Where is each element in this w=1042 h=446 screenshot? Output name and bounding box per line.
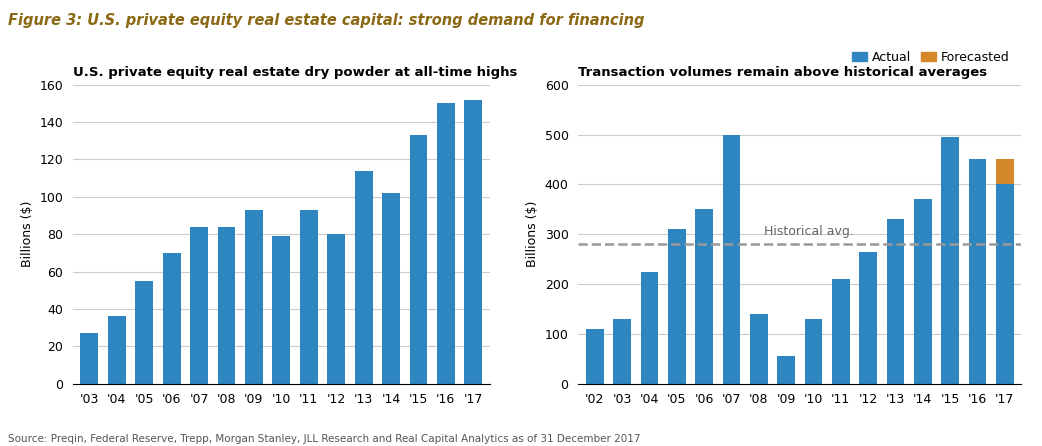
Text: Transaction volumes remain above historical averages: Transaction volumes remain above histori… [578,66,988,79]
Bar [887,219,904,384]
Bar [914,199,932,384]
Bar [80,333,98,384]
Bar [245,210,263,384]
Text: U.S. private equity real estate dry powder at all-time highs: U.S. private equity real estate dry powd… [73,66,517,79]
Legend: Actual, Forecasted: Actual, Forecasted [847,46,1015,69]
Bar [860,252,877,384]
Bar [465,99,482,384]
Bar [108,316,126,384]
Text: Source: Preqin, Federal Reserve, Trepp, Morgan Stanley, JLL Research and Real Ca: Source: Preqin, Federal Reserve, Trepp, … [8,434,641,444]
Bar [695,209,713,384]
Bar [777,356,795,384]
Bar [410,135,427,384]
Bar [668,229,686,384]
Bar [327,234,345,384]
Bar [300,210,318,384]
Bar [163,253,180,384]
Bar [272,236,291,384]
Bar [996,159,1014,184]
Y-axis label: Billions ($): Billions ($) [21,201,33,267]
Bar [750,314,768,384]
Bar [941,137,959,384]
Y-axis label: Billions ($): Billions ($) [526,201,539,267]
Bar [437,103,454,384]
Bar [382,193,400,384]
Bar [832,279,849,384]
Bar [190,227,208,384]
Bar [722,135,740,384]
Bar [218,227,235,384]
Bar [135,281,153,384]
Bar [641,272,659,384]
Text: Historical avg.: Historical avg. [764,225,854,238]
Bar [804,319,822,384]
Bar [613,319,631,384]
Bar [586,329,603,384]
Text: Figure 3: U.S. private equity real estate capital: strong demand for financing: Figure 3: U.S. private equity real estat… [8,13,645,29]
Bar [996,184,1014,384]
Bar [968,159,987,384]
Bar [354,171,373,384]
